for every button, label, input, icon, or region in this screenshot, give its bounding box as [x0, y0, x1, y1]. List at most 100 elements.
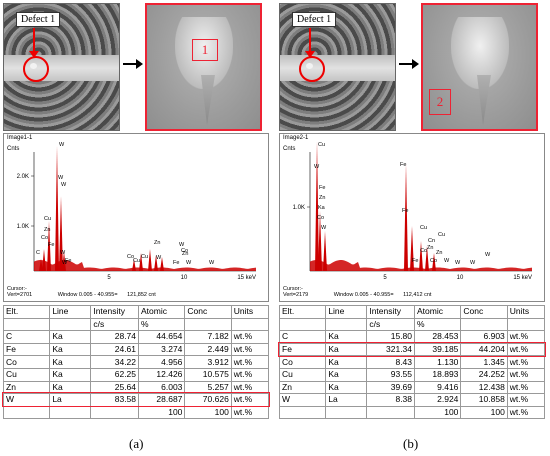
- table-cell: %: [414, 317, 462, 332]
- peak-label: Cn: [428, 238, 435, 244]
- table-row: Co Ka 34.22 4.956 3.912 wt.%: [2, 355, 270, 369]
- table-cell: 44.654: [138, 330, 186, 344]
- arrow-icon: [123, 59, 143, 69]
- table-cell: c/s: [366, 317, 416, 332]
- table-cell: 1.345: [460, 355, 508, 369]
- table-cell: 6.003: [138, 380, 186, 395]
- y-tick-label: 1.0K: [293, 205, 305, 211]
- panel-a: Defect 1 1 Image1-1 Cnts 2.0K 1.0K 5 10 15 k…: [2, 0, 271, 456]
- table-cell: Intensity: [366, 305, 416, 319]
- table-cell: 1.130: [414, 355, 462, 369]
- table-cell: Ka: [49, 367, 92, 382]
- table-cell: 93.55: [366, 367, 416, 382]
- x-tick-label: 10: [181, 275, 188, 281]
- table-cell: Co: [2, 355, 51, 369]
- table-subheader-row: c/s%: [2, 317, 270, 332]
- peak-label: Cu: [141, 254, 148, 260]
- defect-label: Defect 1: [292, 12, 337, 27]
- table-cell: [325, 405, 368, 420]
- spectrum-peak: [55, 146, 59, 271]
- table-cell: Fe: [2, 342, 51, 357]
- spectrum-peak: [42, 249, 46, 271]
- table-cell: %: [138, 317, 186, 332]
- defect-arrow: [29, 28, 39, 58]
- table-row: Fe Ka 321.34 39.185 44.204 wt.%: [278, 342, 546, 357]
- peak-label: Cu: [438, 232, 445, 238]
- table-cell: wt.%: [506, 405, 546, 420]
- x-tick-label: 10: [457, 275, 464, 281]
- table-header-row: Elt. Line Intensity Atomic Conc Units: [2, 305, 270, 319]
- table-cell: 28.453: [414, 330, 462, 344]
- table-row: Cu Ka 62.25 12.426 10.575 wt.%: [2, 367, 270, 382]
- table-cell: wt.%: [230, 367, 270, 382]
- table-cell: Units: [230, 305, 270, 319]
- table-cell: 7.182: [184, 330, 232, 344]
- spectrum-footer: Cursor:- Vert=2179 Window 0.005 - 40.955…: [283, 286, 431, 298]
- spectrum-peak: [432, 253, 436, 271]
- table-cell: 2.924: [414, 393, 462, 407]
- sem-overview-image: Defect 1: [3, 3, 120, 131]
- table-cell: 24.61: [90, 342, 140, 357]
- peak-label: Zn: [154, 240, 160, 246]
- peak-label: Co: [127, 254, 134, 260]
- spectrum-peak: [419, 241, 423, 271]
- peak-label: W: [470, 260, 476, 266]
- table-cell: 2.449: [184, 342, 232, 357]
- spectrum-peak: [132, 259, 136, 271]
- defect-circle: [299, 56, 325, 82]
- peak-label: Cu: [44, 216, 51, 222]
- x-tick-label: 5: [383, 275, 387, 281]
- table-cell: [278, 405, 327, 420]
- table-row: Fe Ka 24.61 3.274 2.449 wt.%: [2, 342, 270, 357]
- sem-zoom-image: 2: [421, 3, 538, 131]
- peak-label: Fe: [48, 242, 54, 248]
- x-unit-label: 15 keV: [513, 275, 532, 281]
- peak-label: Co: [317, 215, 324, 221]
- sem-zoom-image: 1: [145, 3, 262, 131]
- table-cell: 18.893: [414, 367, 462, 382]
- table-cell: 34.22: [90, 355, 140, 369]
- peak-label: Cu: [420, 225, 427, 231]
- panel-b: Defect 1 2 Image2-1 Cnts 1.0K 5 10 15 keV Cu…: [278, 0, 547, 456]
- table-cell: 70.626: [184, 393, 232, 407]
- spectrum-peak: [323, 231, 327, 271]
- peak-label: W: [455, 260, 461, 266]
- y-tick-label: 1.0K: [17, 224, 29, 230]
- table-cell: Elt.: [278, 305, 327, 319]
- table-cell: Atomic: [414, 305, 462, 319]
- table-row: Zn Ka 39.69 9.416 12.438 wt.%: [278, 380, 546, 395]
- table-cell: Conc: [184, 305, 232, 319]
- table-row: Co Ka 8.43 1.130 1.345 wt.%: [278, 355, 546, 369]
- peak-label: W: [314, 164, 320, 170]
- table-cell: Units: [506, 305, 546, 319]
- table-cell: [366, 405, 416, 420]
- analysis-point-marker: 1: [192, 39, 218, 61]
- window-text: Window 0.005 - 40.955=: [333, 292, 394, 298]
- table-cell: Zn: [2, 380, 51, 395]
- table-row: C Ka 28.74 44.654 7.182 wt.%: [2, 330, 270, 344]
- table-cell: Intensity: [90, 305, 140, 319]
- table-cell: Ka: [325, 330, 368, 344]
- vert-text: Vert=2179: [283, 292, 309, 298]
- peak-label: W: [61, 182, 67, 188]
- table-cell: 28.687: [138, 393, 186, 407]
- table-cell: [460, 317, 508, 332]
- table-cell: 83.58: [90, 393, 140, 407]
- spectrum-peak: [318, 211, 322, 271]
- table-cell: 10.575: [184, 367, 232, 382]
- table-cell: Atomic: [138, 305, 186, 319]
- eds-table: Elt. Line Intensity Atomic Conc Units c/s% C Ka 1…: [278, 305, 546, 420]
- spectrum-peak: [160, 257, 164, 271]
- cursor-text: Cursor:-: [283, 286, 303, 292]
- sem-overview-image: Defect 1: [279, 3, 396, 131]
- x-tick-label: 5: [107, 275, 111, 281]
- table-row: W La 83.58 28.687 70.626 wt.%: [2, 393, 270, 407]
- table-cell: 15.80: [366, 330, 416, 344]
- table-cell: W: [278, 393, 327, 407]
- table-cell: 10.858: [460, 393, 508, 407]
- table-row: C Ka 15.80 28.453 6.903 wt.%: [278, 330, 546, 344]
- peak-label: Fe: [402, 208, 408, 214]
- table-cell: 100: [414, 405, 462, 420]
- table-total-row: 100 100 wt.%: [278, 405, 546, 420]
- peak-label: Fe: [65, 258, 71, 264]
